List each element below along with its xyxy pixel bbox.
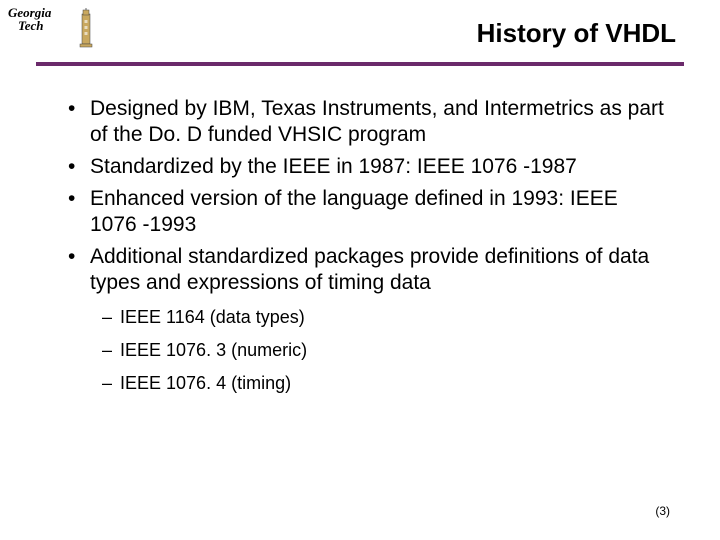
slide-title: History of VHDL: [477, 18, 676, 49]
sub-bullet-list: IEEE 1164 (data types) IEEE 1076. 3 (num…: [102, 304, 670, 397]
tech-tower-icon: [76, 8, 96, 48]
title-underline: [36, 62, 684, 66]
bullet-item: Designed by IBM, Texas Instruments, and …: [64, 96, 670, 148]
georgia-tech-logo: Georgia Tech: [8, 6, 98, 50]
page-number: (3): [655, 504, 670, 518]
bullet-item: Additional standardized packages provide…: [64, 244, 670, 296]
sub-bullet-item: IEEE 1076. 3 (numeric): [102, 337, 670, 364]
bullet-item: Standardized by the IEEE in 1987: IEEE 1…: [64, 154, 670, 180]
bullet-item: Enhanced version of the language defined…: [64, 186, 670, 238]
bullet-list: Designed by IBM, Texas Instruments, and …: [64, 96, 670, 296]
sub-bullet-item: IEEE 1076. 4 (timing): [102, 370, 670, 397]
content-region: Designed by IBM, Texas Instruments, and …: [64, 96, 670, 403]
sub-bullet-item: IEEE 1164 (data types): [102, 304, 670, 331]
header: Georgia Tech History of VHDL: [0, 0, 720, 68]
